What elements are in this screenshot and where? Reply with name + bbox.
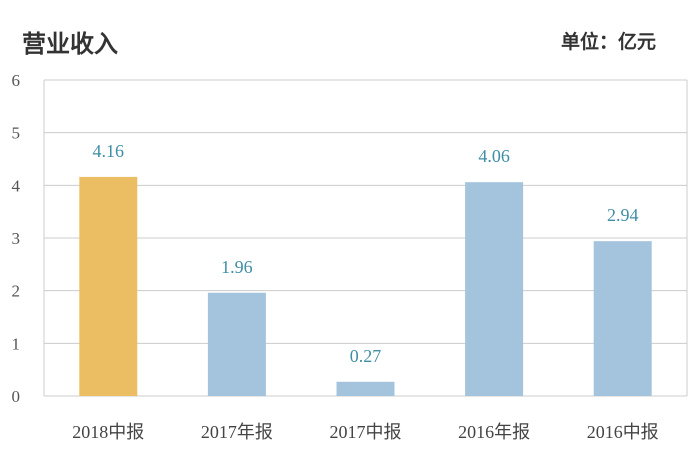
x-category-label: 2017年报 xyxy=(201,422,273,442)
bar-2018中报 xyxy=(79,176,138,396)
bar-2017年报 xyxy=(207,292,266,396)
x-axis: 2018中报 2017年报 2017中报 2016年报 2016中报 xyxy=(72,422,658,442)
x-category-label: 2017中报 xyxy=(330,422,402,442)
y-tick-label: 2 xyxy=(12,282,21,301)
y-tick-label: 1 xyxy=(12,334,21,353)
y-tick-label: 6 xyxy=(12,71,21,90)
bar-2016中报 xyxy=(593,241,652,396)
data-label: 2.94 xyxy=(607,205,639,225)
bar-2016年报 xyxy=(465,182,524,396)
bar-2017中报 xyxy=(336,381,395,396)
x-category-label: 2016年报 xyxy=(458,422,530,442)
y-tick-label: 5 xyxy=(12,124,21,143)
chart-title: 营业收入 xyxy=(22,30,118,58)
data-label: 0.27 xyxy=(350,346,382,366)
x-category-label: 2018中报 xyxy=(72,422,144,442)
data-label: 4.06 xyxy=(478,146,510,166)
data-labels: 4.16 1.96 0.27 4.06 2.94 xyxy=(93,141,639,366)
y-axis: 0 1 2 3 4 5 6 xyxy=(12,71,21,406)
bars xyxy=(79,176,652,396)
y-tick-label: 4 xyxy=(12,176,21,195)
x-category-label: 2016中报 xyxy=(587,422,659,442)
data-label: 4.16 xyxy=(93,141,125,161)
unit-label: 单位：亿元 xyxy=(560,31,656,53)
y-tick-label: 0 xyxy=(12,387,21,406)
data-label: 1.96 xyxy=(221,257,253,277)
y-tick-label: 3 xyxy=(12,229,21,248)
